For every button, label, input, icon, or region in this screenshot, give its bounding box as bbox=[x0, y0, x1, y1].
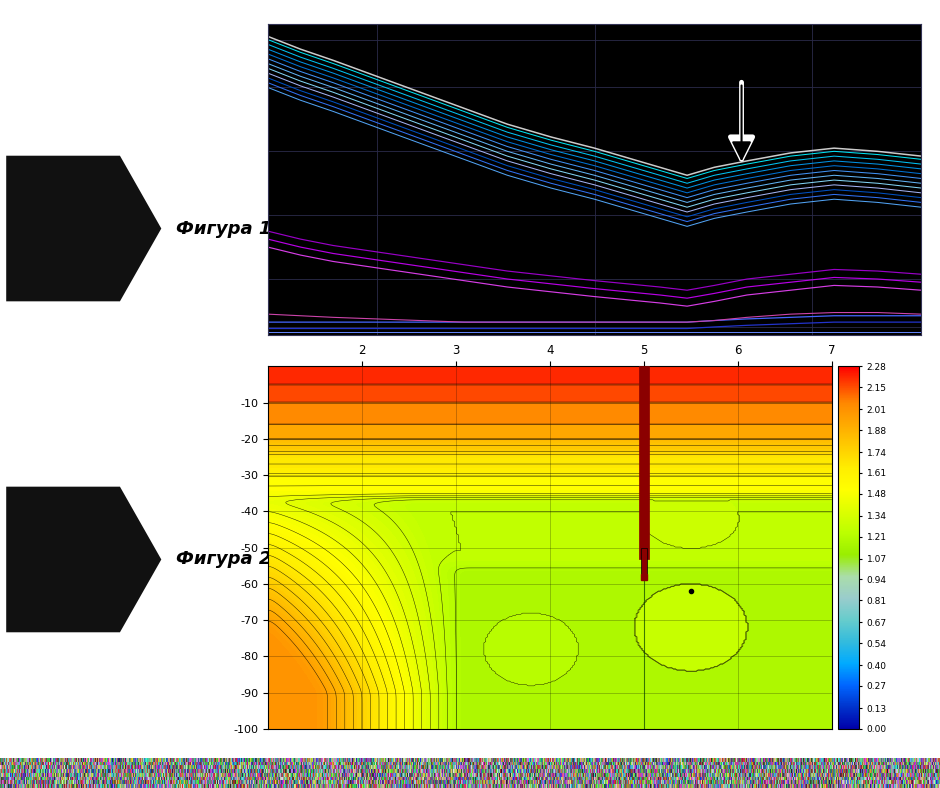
Bar bbox=[641, 548, 647, 577]
Bar bbox=[639, 366, 649, 559]
Text: Фигура 1: Фигура 1 bbox=[176, 220, 271, 237]
Polygon shape bbox=[7, 156, 162, 301]
Text: Фигура 2: Фигура 2 bbox=[176, 551, 271, 568]
Polygon shape bbox=[7, 487, 162, 632]
